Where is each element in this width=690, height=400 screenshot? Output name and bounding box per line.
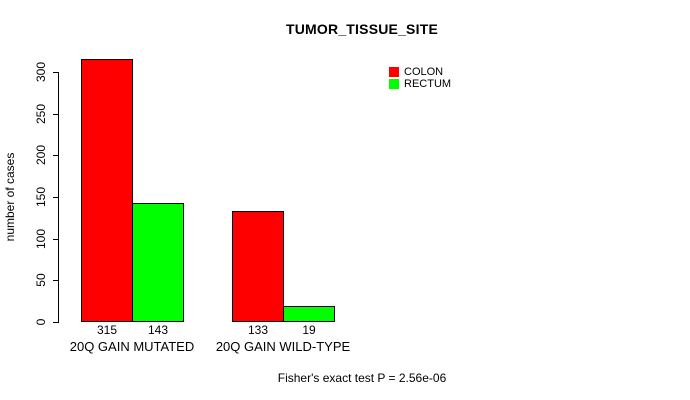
y-tick-mark (53, 72, 58, 73)
group-label-1: 20Q GAIN MUTATED (69, 339, 195, 354)
y-tick-label: 0 (34, 318, 48, 326)
legend-item-rectum: RECTUM (389, 78, 451, 90)
bar-count-rectum-2: 19 (302, 323, 316, 337)
rectum-color-swatch (389, 79, 399, 89)
bar-rectum-1 (132, 203, 184, 322)
y-tick-label: 50 (34, 273, 48, 287)
y-tick-label: 300 (34, 61, 48, 83)
colon-color-swatch (389, 67, 399, 77)
legend-label-colon: COLON (404, 66, 444, 78)
y-tick-mark (53, 155, 58, 156)
bar-rectum-2 (283, 306, 335, 322)
bar-count-colon-2: 133 (247, 323, 269, 337)
y-tick-mark (53, 197, 58, 198)
legend-label-rectum: RECTUM (404, 78, 452, 90)
bar-count-colon-1: 315 (96, 323, 118, 337)
legend-item-colon: COLON (389, 66, 451, 78)
y-tick-label: 150 (34, 186, 48, 208)
y-tick-mark (53, 322, 58, 323)
y-tick-mark (53, 280, 58, 281)
group-label-2: 20Q GAIN WILD-TYPE (215, 339, 351, 354)
y-axis-line (58, 72, 59, 323)
legend: COLON RECTUM (389, 66, 451, 90)
bar-count-rectum-1: 143 (147, 323, 169, 337)
fisher-test-annotation: Fisher's exact test P = 2.56e-06 (277, 371, 447, 385)
y-tick-label: 100 (34, 228, 48, 250)
y-tick-mark (53, 114, 58, 115)
y-tick-label: 250 (34, 103, 48, 125)
bar-colon-2 (232, 211, 284, 322)
y-axis-label: number of cases (3, 152, 17, 242)
chart-title: TUMOR_TISSUE_SITE (286, 21, 438, 37)
y-tick-label: 200 (34, 144, 48, 166)
bar-colon-1 (81, 59, 133, 322)
y-tick-mark (53, 239, 58, 240)
